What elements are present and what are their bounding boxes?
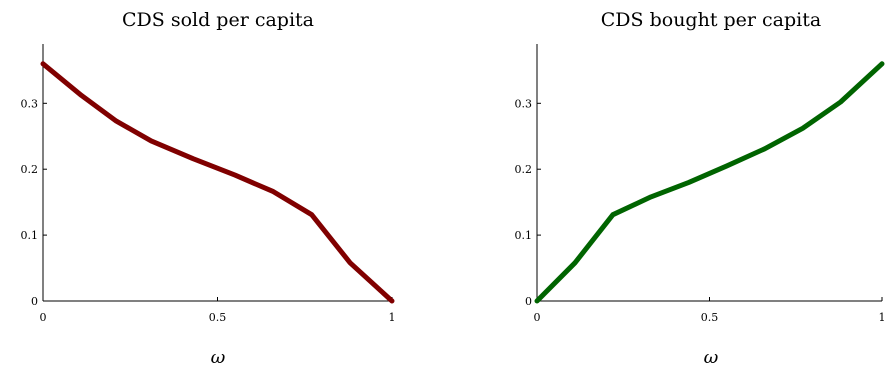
y-tick-label: 0.2 [515,163,533,176]
x-tick-label: 0 [40,311,47,324]
x-tick-label: 1 [879,311,886,324]
y-tick-label: 0.3 [515,97,533,110]
x-tick-label: 0.5 [209,311,227,324]
y-tick-label: 0.1 [21,229,39,242]
x-tick-label: 0.5 [701,311,719,324]
y-tick-label: 0.1 [515,229,533,242]
x-axis-label: ω [211,347,226,368]
chart-panel-cds-sold: CDS sold per capita 0 0.1 0.2 0.3 0 0.5 1 ω [21,9,396,368]
x-axis-label: ω [704,347,719,368]
y-tick-label: 0 [525,295,532,308]
y-tick-label: 0.3 [21,97,39,110]
chart-title: CDS bought per capita [601,9,821,31]
x-tick-label: 0 [534,311,541,324]
y-tick-label: 0 [31,295,38,308]
y-tick-label: 0.2 [21,163,39,176]
chart-title: CDS sold per capita [122,9,314,31]
tick-group: 0 0.1 0.2 0.3 0 0.5 1 [21,97,396,324]
x-tick-label: 1 [389,311,396,324]
series-line-sold [40,61,395,304]
chart-panel-cds-bought: CDS bought per capita 0 0.1 0.2 0.3 0 0.5 1 ω [515,9,886,368]
series-line-bought [534,61,885,304]
tick-group: 0 0.1 0.2 0.3 0 0.5 1 [515,97,886,324]
